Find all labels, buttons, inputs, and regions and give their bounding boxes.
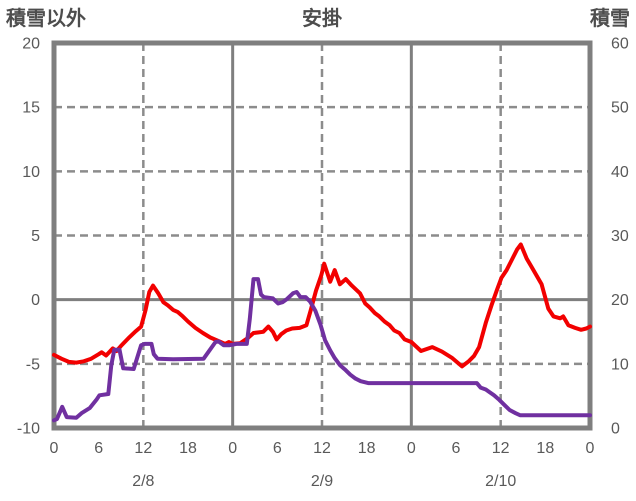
right-axis-title: 積雪 bbox=[590, 7, 630, 30]
snow_depth-line bbox=[52, 277, 592, 423]
x-axis-hour-label: 6 bbox=[94, 440, 103, 457]
x-axis-hour-label: 0 bbox=[586, 440, 595, 457]
x-axis-hour-label: 0 bbox=[50, 440, 59, 457]
x-axis-hour-label: 0 bbox=[407, 440, 416, 457]
x-axis-hour-label: 6 bbox=[273, 440, 282, 457]
right-axis-tick-label: 50 bbox=[611, 100, 629, 117]
x-axis-hour-label: 12 bbox=[492, 440, 510, 457]
plot-border-rect bbox=[51, 40, 593, 431]
data-series bbox=[52, 242, 592, 423]
x-axis-hour-label: 18 bbox=[358, 440, 376, 457]
right-axis-tick-label: 60 bbox=[611, 36, 629, 53]
plot-border bbox=[51, 40, 593, 431]
left-axis-tick-label: 20 bbox=[22, 36, 40, 53]
left-axis-tick-label: 0 bbox=[31, 292, 40, 309]
right-axis-tick-label: 10 bbox=[611, 356, 629, 373]
x-axis-date-label: 2/10 bbox=[485, 473, 516, 490]
x-axis-hour-label: 18 bbox=[536, 440, 554, 457]
right-axis-tick-label: 30 bbox=[611, 228, 629, 245]
x-axis-hour-label: 12 bbox=[313, 440, 331, 457]
left-axis-tick-label: 15 bbox=[22, 100, 40, 117]
right-axis-tick-label: 40 bbox=[611, 164, 629, 181]
left-axis-tick-label: -10 bbox=[17, 421, 40, 438]
x-axis-hour-label: 12 bbox=[134, 440, 152, 457]
right-axis-tick-label: 20 bbox=[611, 292, 629, 309]
gridlines bbox=[54, 43, 590, 428]
chart-title: 安掛 bbox=[302, 6, 342, 30]
x-axis-hour-label: 18 bbox=[179, 440, 197, 457]
temperature_non_snow-line bbox=[52, 242, 592, 369]
left-axis-title: 積雪以外 bbox=[6, 6, 86, 30]
x-axis-date-label: 2/8 bbox=[132, 473, 154, 490]
right-axis-tick-label: 0 bbox=[611, 421, 620, 438]
left-axis-tick-label: 10 bbox=[22, 164, 40, 181]
x-axis-hour-label: 6 bbox=[452, 440, 461, 457]
x-axis-date-label: 2/9 bbox=[311, 473, 333, 490]
left-axis-tick-label: 5 bbox=[31, 228, 40, 245]
left-axis-tick-label: -5 bbox=[26, 356, 40, 373]
x-axis-hour-label: 0 bbox=[228, 440, 237, 457]
